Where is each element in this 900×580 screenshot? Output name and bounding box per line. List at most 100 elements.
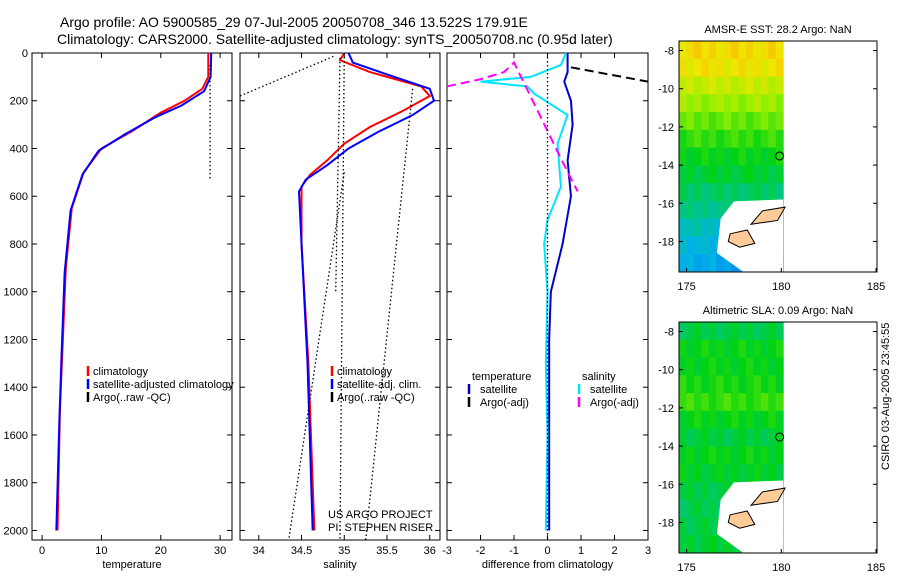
map-cell [775,464,784,483]
credit-text: CSIRO 03-Aug-2005 23:45:55 [880,322,892,470]
map-cell [753,393,762,412]
map-cell [679,357,687,376]
map-cell [731,94,740,113]
map-cell [760,165,769,184]
map-cell [768,147,777,166]
island-viti-levu [727,510,756,529]
map-cell [738,76,747,95]
map-cell [693,517,702,536]
map-cell [708,357,717,376]
map-cell [745,375,754,394]
legend-label: climatology [93,366,149,378]
map-cell [686,339,695,359]
map-cell [693,446,702,465]
map-cell [679,339,687,359]
map-cell [716,410,725,430]
map-cell [753,165,762,184]
map-cell [716,147,725,166]
map-cell [679,481,687,501]
map-cell [723,183,732,202]
map-cell [708,147,717,166]
x-tick-label: 35 [338,545,350,557]
map-cell [686,218,695,237]
map-cell [708,481,717,501]
map-cell [716,322,725,341]
map-cell [745,94,754,113]
y-tick-label: -18 [658,517,674,529]
map-cell [686,129,695,149]
map-cell [775,76,784,95]
map-cell [701,499,710,518]
map-cell [723,76,732,95]
map-cell [679,112,687,131]
map-cell [716,357,725,376]
map-cell [745,428,754,447]
x-tick-label: 175 [677,281,695,293]
map-cell [723,41,732,60]
map-cell [686,393,695,412]
map-cell [731,165,740,184]
map-cell [753,375,762,394]
y-tick-label: -16 [658,479,674,491]
y-tick-label: 1000 [4,287,28,299]
series-climatology [300,52,432,531]
map-cell [693,236,702,255]
map-cell [679,410,687,430]
map-cell [701,339,710,359]
map-cell [686,357,695,376]
y-tick-label: 400 [10,143,28,155]
map-cell [693,112,702,131]
legend-label: Argo(-adj) [590,397,639,409]
map-cell [760,94,769,113]
series-bound-3 [288,172,345,541]
map-cell [708,339,717,359]
map-cell [768,375,777,394]
map-cell [768,183,777,202]
map-cell [775,112,784,131]
x-tick-label: 10 [95,545,107,557]
map-cell [679,147,687,166]
legend-label: Argo(-adj) [480,397,529,409]
map-cell [768,58,777,78]
map-cell [693,147,702,166]
map-cell [716,94,725,113]
map-cell [686,428,695,447]
map-cell [731,76,740,95]
map-cell [686,41,695,60]
series-bound-1 [239,54,336,97]
map-cell [738,94,747,113]
map-cell [701,254,710,273]
map-cell [701,481,710,501]
map-cell [679,165,687,184]
map-cell [701,410,710,430]
map-cell [768,446,777,465]
map-cell [679,200,687,220]
map-cell [731,322,740,341]
map-cell [731,339,740,359]
map-cell [701,535,710,554]
map-cell [716,428,725,447]
x-tick-label: 20 [155,545,167,557]
map-cell [753,112,762,131]
map-cell [768,428,777,447]
map-cell [738,112,747,131]
y-tick-label: 1200 [4,334,28,346]
map-cell [738,183,747,202]
title-line-2: Climatology: CARS2000. Satellite-adjuste… [57,31,613,47]
map-cell [768,129,777,149]
map-cell [753,428,762,447]
map-cell [701,183,710,202]
x-tick-label: -2 [476,545,486,557]
x-tick-label: 30 [214,545,226,557]
map-cell [775,393,784,412]
map-cell [716,339,725,359]
map-cell [679,393,687,412]
map-cell [768,339,777,359]
x-tick-label: 34.5 [291,545,312,557]
map-cell [693,464,702,483]
y-tick-label: -18 [658,236,674,248]
map-cell [708,94,717,113]
map-cell [693,535,702,554]
y-tick-label: -12 [658,403,674,415]
